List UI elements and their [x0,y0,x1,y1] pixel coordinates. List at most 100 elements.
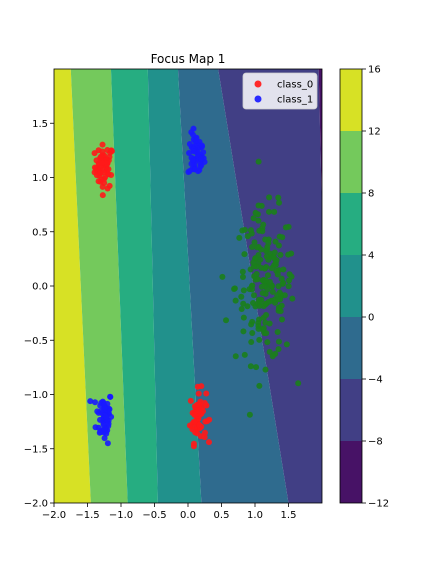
scatter-points [87,125,302,450]
data-point [251,239,258,246]
data-point [189,157,196,164]
data-point [99,141,106,148]
data-point [289,295,296,302]
colorbar-band [340,131,362,193]
data-point [194,401,201,408]
colorbar-tick-label: −4 [368,375,383,386]
data-point [269,353,276,360]
x-tick-label: 1.0 [247,510,263,521]
data-point [187,397,194,404]
data-point [275,338,282,345]
data-point [254,211,261,218]
data-point [238,306,245,313]
data-point [105,171,112,178]
data-point [244,233,251,240]
x-tick-label: −2.0 [42,510,66,521]
colorbar-band [340,255,362,317]
data-point [196,422,203,429]
data-point [282,224,289,231]
data-point [264,339,271,346]
x-tick-label: −1.0 [109,510,133,521]
data-point [193,137,200,144]
colorbar: −12 −8 −4 0 4 8 12 16 [339,65,389,510]
data-point [256,316,263,323]
data-point [232,297,239,304]
data-point [232,353,239,360]
data-point [241,226,248,233]
data-point [276,199,283,206]
data-point [256,382,263,389]
colorbar-tick-label: −8 [368,437,383,448]
data-point [206,416,213,423]
data-point [261,265,268,272]
data-point [250,215,257,222]
data-point [262,277,269,284]
data-point [244,303,251,310]
data-point [239,268,246,275]
data-point [249,330,256,337]
contour-band [70,69,128,503]
data-point [241,351,248,358]
data-point [277,308,284,315]
data-point [101,435,108,442]
contour-band [54,69,91,503]
data-point [240,314,247,321]
data-point [246,411,253,418]
y-tick-label: 0.5 [32,227,48,238]
data-point [265,208,272,215]
data-point [266,320,273,327]
legend-marker [254,80,262,88]
data-point [190,443,197,450]
colorbar-tick-label: −12 [368,499,389,510]
colorbar-tick-label: 0 [368,313,374,324]
data-point [248,283,255,290]
chart-title: Focus Map 1 [151,52,226,66]
data-point [101,180,108,187]
contour-band [110,69,158,503]
data-point [238,293,245,300]
contour-band [147,69,202,503]
data-point [256,336,263,343]
data-point [278,316,285,323]
colorbar-band [340,379,362,441]
data-point [271,249,278,256]
data-point [262,300,269,307]
data-point [91,150,98,157]
x-tick-label: 0.5 [214,510,230,521]
data-point [263,311,270,318]
data-point [248,339,255,346]
data-point [251,292,258,299]
data-point [97,164,104,171]
data-point [277,251,284,258]
data-point [258,283,265,290]
data-point [186,167,193,174]
data-point [285,251,292,258]
data-point [270,255,277,262]
data-point [188,129,195,136]
colorbar-tick-label: 12 [368,127,381,138]
legend-box [242,72,318,110]
data-point [240,328,247,335]
data-point [108,413,115,420]
x-tick-label: 1.5 [281,510,297,521]
y-tick-label: 0.0 [32,282,48,293]
data-point [103,430,110,437]
data-point [104,160,111,167]
data-point [223,317,230,324]
colorbar-tick-label: 16 [368,65,381,76]
data-point [251,273,258,280]
data-point [256,299,263,306]
data-point [240,287,247,294]
data-point [198,162,205,169]
contour-band [318,69,322,214]
axes: −2.0 −1.5 −1.0 −0.5 0.0 0.5 1.0 1.5 −2.0 −1.5 −1.0… [24,119,297,521]
legend-marker [254,95,262,103]
data-point [285,283,292,290]
colorbar-band [340,193,362,255]
data-point [195,390,202,397]
data-point [265,240,272,247]
data-point [263,253,270,260]
data-point [198,155,205,162]
data-point [275,242,282,249]
legend: class_0 class_1 [242,72,318,110]
